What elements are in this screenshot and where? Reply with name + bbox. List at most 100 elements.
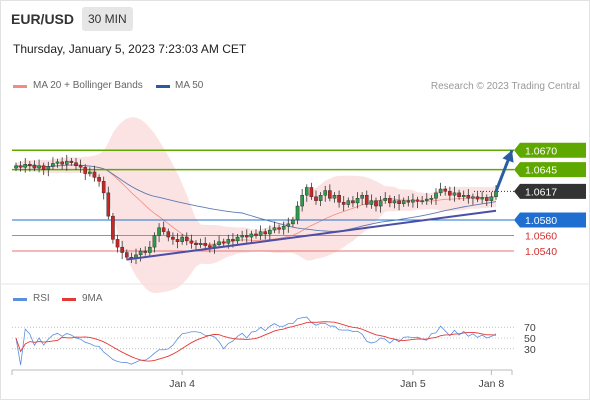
candle-14	[78, 165, 83, 168]
rsi-tick-0: 70	[524, 322, 536, 334]
candle-13	[74, 162, 78, 166]
rsi-ma9-line	[15, 321, 497, 362]
candle-87	[415, 199, 420, 202]
candle-3	[28, 163, 32, 166]
candle-55	[268, 229, 272, 235]
level-tag-1	[514, 162, 586, 178]
candle-0	[14, 165, 18, 169]
trendline	[126, 209, 497, 261]
candle-83	[397, 200, 401, 204]
level-label-3: 1.0580	[525, 215, 557, 227]
candle-68	[328, 190, 332, 199]
candle-62	[300, 194, 304, 207]
candle-9	[55, 161, 60, 164]
candle-81	[388, 198, 392, 204]
candle-101	[480, 197, 484, 200]
candle-36	[180, 236, 184, 242]
candle-29	[148, 246, 152, 253]
candle-49	[240, 235, 244, 238]
level-tag-2	[514, 183, 586, 199]
forecast-arrow-head	[502, 150, 514, 163]
candle-31	[157, 227, 161, 236]
candle-58	[281, 225, 286, 230]
rsi-line	[15, 316, 497, 366]
candle-60	[291, 219, 295, 225]
candle-95	[452, 192, 457, 196]
candle-66	[318, 194, 323, 201]
candle-98	[466, 194, 471, 199]
level-label-4: 1.0560	[525, 231, 557, 243]
candle-99	[471, 196, 475, 199]
candle-90	[429, 198, 434, 200]
candle-63	[304, 187, 309, 196]
candle-15	[83, 167, 88, 174]
level-label-1: 1.0645	[525, 165, 557, 177]
candle-72	[346, 200, 351, 205]
date-text: Thursday, January 5, 2023 7:23:03 AM CET	[13, 42, 247, 56]
candle-10	[60, 161, 64, 165]
candle-74	[355, 198, 360, 204]
candle-42	[208, 245, 212, 248]
candle-4	[32, 164, 37, 169]
candle-52	[254, 233, 258, 236]
level-tag-3	[514, 212, 586, 228]
candle-7	[46, 166, 51, 170]
level-label-5: 1.0540	[525, 246, 557, 258]
candle-84	[401, 200, 406, 204]
candle-5	[37, 165, 41, 169]
rsi-tick-2: 30	[524, 344, 536, 356]
ma50-line	[15, 164, 497, 232]
candle-51	[249, 233, 254, 238]
ma9-legend-swatch	[62, 298, 76, 301]
candle-12	[69, 160, 74, 163]
candle-96	[457, 192, 461, 197]
candle-24	[124, 252, 129, 258]
candle-86	[411, 199, 415, 203]
candle-61	[295, 205, 300, 221]
candle-67	[323, 190, 328, 196]
ma50-legend-label: MA 50	[175, 80, 204, 91]
candle-32	[161, 227, 166, 232]
ma20-legend-label: MA 20 + Bollinger Bands	[33, 80, 143, 91]
candle-64	[309, 187, 314, 197]
candle-56	[272, 227, 277, 231]
candle-46	[226, 239, 231, 244]
candle-27	[138, 250, 143, 256]
ma9-legend-label: 9MA	[82, 293, 103, 304]
candle-79	[378, 200, 383, 207]
candle-94	[448, 191, 452, 196]
candle-11	[64, 160, 69, 165]
candle-73	[351, 200, 355, 204]
rsi-legend-swatch	[13, 298, 27, 301]
candle-54	[263, 231, 268, 235]
level-tag-0	[514, 142, 586, 158]
rsi-tick-1: 50	[524, 333, 536, 345]
candle-78	[374, 200, 378, 207]
candle-17	[92, 171, 97, 178]
candle-23	[120, 246, 124, 253]
candle-80	[383, 198, 388, 201]
candle-2	[23, 163, 28, 168]
candle-65	[314, 196, 318, 201]
candle-45	[221, 241, 226, 244]
level-label-0: 1.0670	[525, 145, 557, 157]
candle-71	[341, 201, 346, 205]
candle-59	[286, 223, 291, 227]
candle-88	[420, 200, 424, 203]
candle-50	[244, 235, 249, 238]
timeframe-badge[interactable]: 30 MIN	[82, 7, 133, 31]
candle-47	[231, 239, 235, 242]
candle-75	[360, 194, 364, 199]
candle-82	[392, 200, 397, 204]
candle-22	[115, 239, 120, 248]
candle-16	[88, 171, 92, 174]
candle-103	[489, 196, 494, 201]
candle-6	[41, 165, 46, 170]
candle-20	[106, 192, 111, 217]
header: EUR/USD 30 MIN	[0, 0, 590, 36]
candle-38	[189, 240, 194, 244]
candle-37	[184, 236, 189, 242]
candle-19	[101, 181, 106, 194]
candle-35	[175, 239, 180, 242]
